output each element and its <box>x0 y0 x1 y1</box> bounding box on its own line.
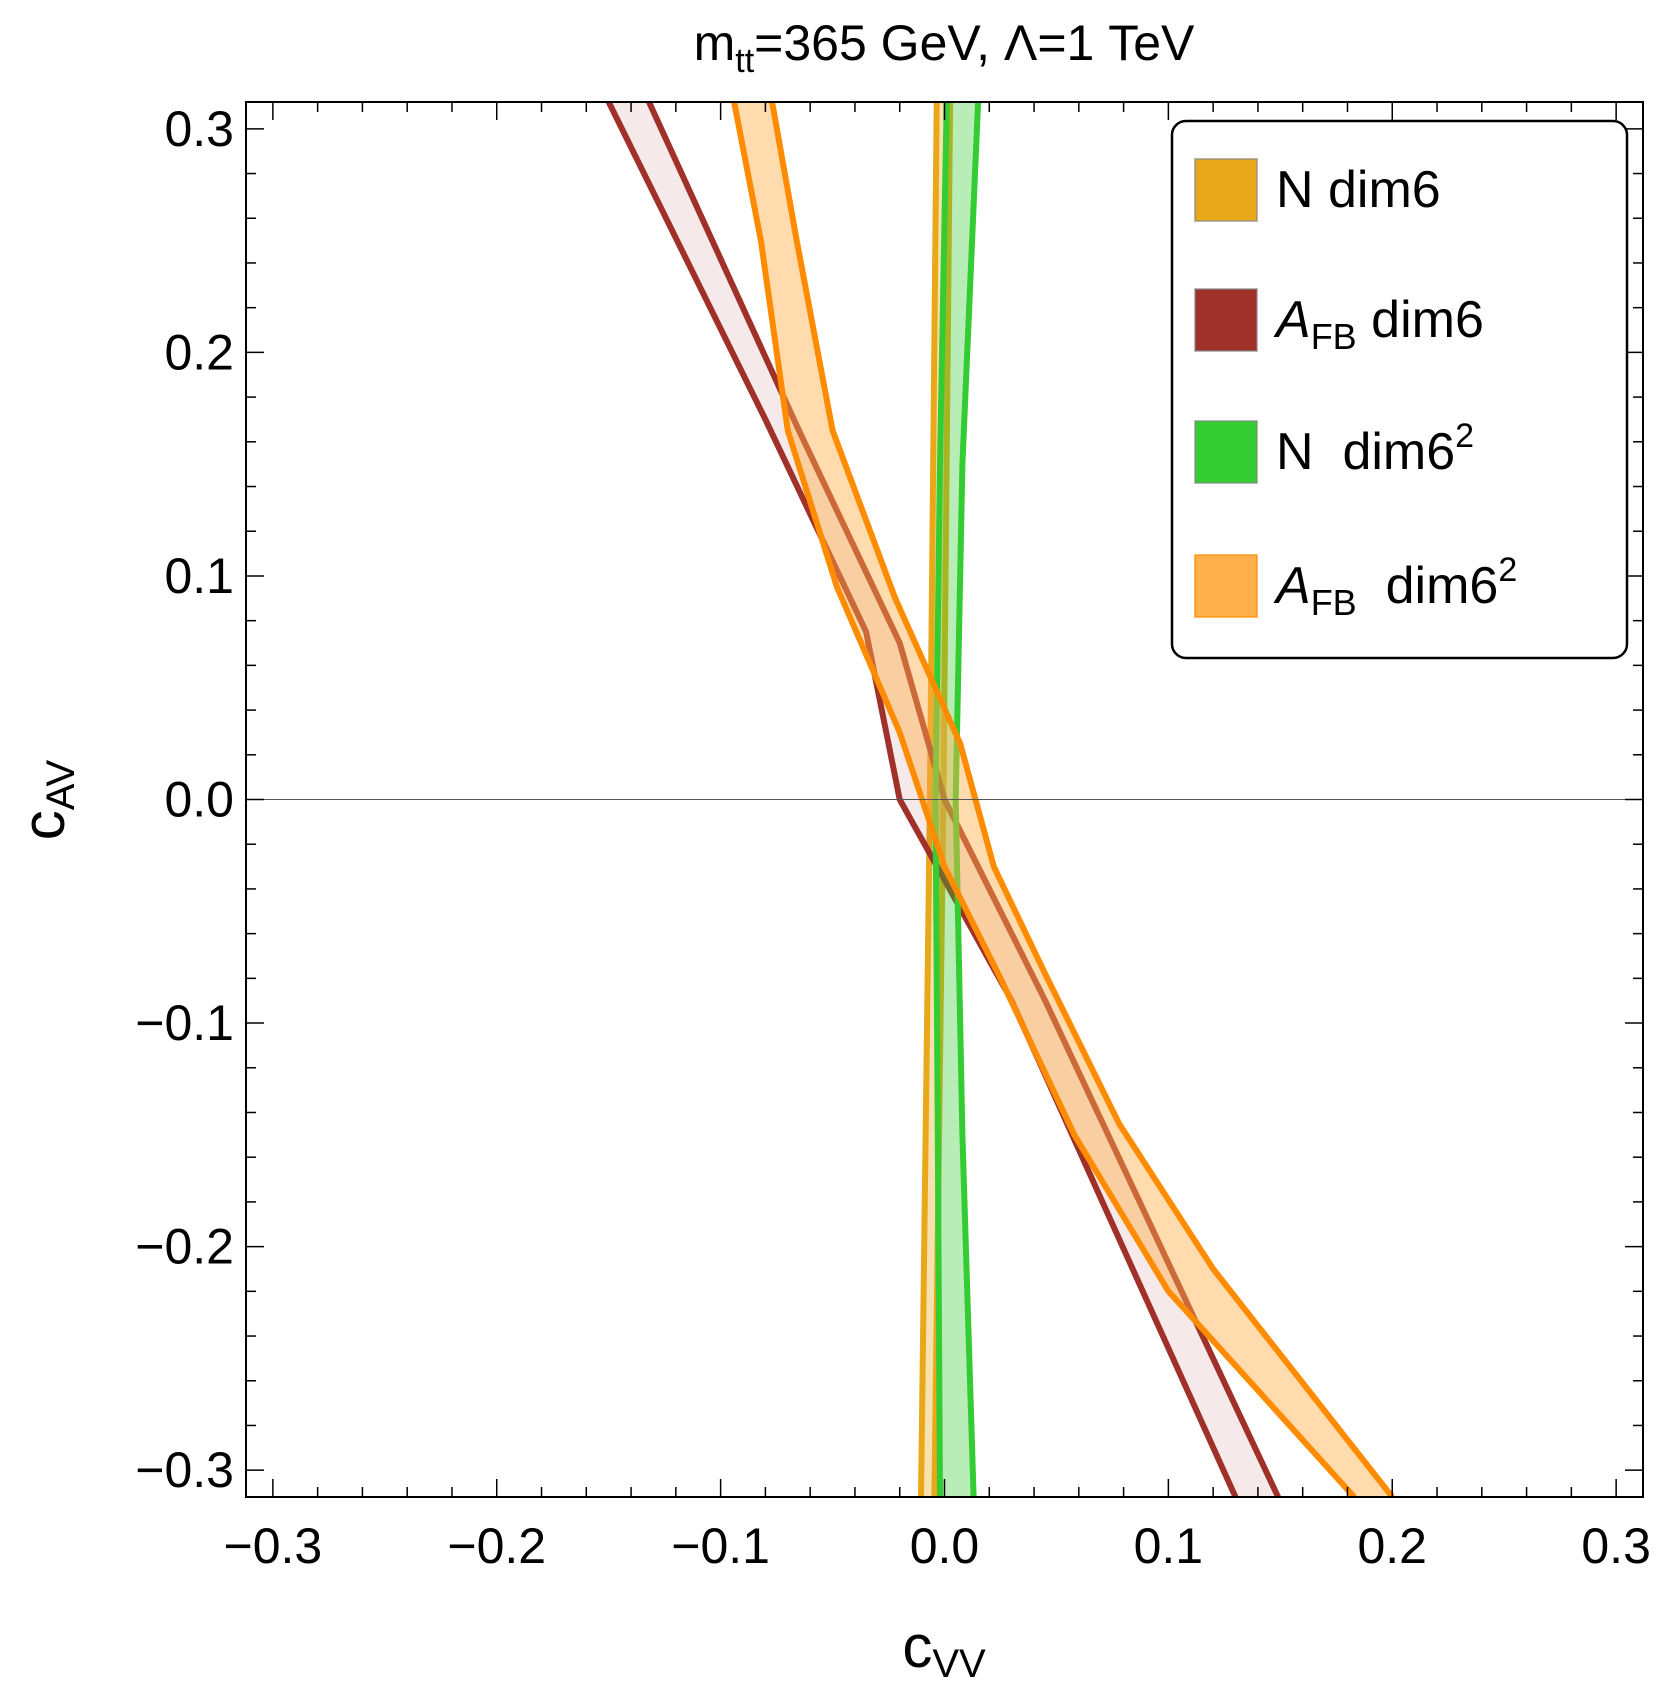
y-tick-label: 0.1 <box>164 548 234 604</box>
legend-swatch <box>1194 158 1258 222</box>
legend-label: AFB dim62 <box>1273 551 1517 623</box>
legend-item-a-fb-dim6: AFB dim6 <box>1194 288 1484 357</box>
region-boundary-a-fb-dim6-2 <box>646 102 1281 1497</box>
x-tick-label: −0.3 <box>224 1518 323 1574</box>
x-tick-label: 0.0 <box>910 1518 980 1574</box>
y-tick-label: −0.2 <box>135 1219 234 1275</box>
y-axis-label-main: c <box>10 810 77 840</box>
axis-ticks: −0.3 −0.2 −0.1 0.0 0.1 0.2 0.3 −0.3 −0.2 −0.1 0.0 0… <box>135 101 1651 1574</box>
x-axis-label-main: c <box>902 1613 932 1680</box>
y-tick-label: −0.3 <box>135 1442 234 1498</box>
legend-box <box>1170 119 1629 660</box>
y-tick-label: −0.1 <box>135 995 234 1051</box>
title-rest: =365 GeV, Λ=1 TeV <box>754 15 1195 71</box>
x-tick-label: −0.2 <box>447 1518 546 1574</box>
title-subscript: tt <box>735 42 754 80</box>
legend-item-n-dim6-2: N dim62 <box>1194 417 1474 484</box>
x-axis-label: cVV <box>902 1613 986 1686</box>
legend: N dim6 AFB dim6 N dim62 AFB dim62 <box>1170 119 1629 660</box>
legend-item-a-fb-dim6-2: AFB dim62 <box>1194 551 1517 623</box>
legend-swatch <box>1194 420 1258 484</box>
x-tick-label: 0.3 <box>1581 1518 1651 1574</box>
legend-label: AFB dim6 <box>1273 291 1484 357</box>
region-boundary-a-fb-dim6-2-2 <box>769 102 1395 1497</box>
legend-item-n-dim6: N dim6 <box>1194 158 1441 222</box>
y-tick-label: 0.2 <box>164 324 234 380</box>
legend-swatch <box>1194 288 1258 352</box>
x-tick-label: 0.2 <box>1357 1518 1427 1574</box>
y-tick-label: 0.0 <box>164 772 234 828</box>
x-axis-label-subscript: VV <box>932 1642 986 1686</box>
title-main: m <box>694 15 736 71</box>
y-axis-label-subscript: AV <box>39 759 83 810</box>
region-fill-n-dim6-2 <box>935 102 979 1497</box>
legend-label: N dim62 <box>1276 417 1474 481</box>
y-tick-label: 0.3 <box>164 101 234 157</box>
chart-title: mtt=365 GeV, Λ=1 TeV <box>694 15 1195 80</box>
y-axis-label: cAV <box>10 759 83 840</box>
x-tick-label: −0.1 <box>671 1518 770 1574</box>
legend-swatch <box>1194 554 1258 618</box>
x-tick-label: 0.1 <box>1134 1518 1204 1574</box>
legend-label: N dim6 <box>1276 161 1441 219</box>
